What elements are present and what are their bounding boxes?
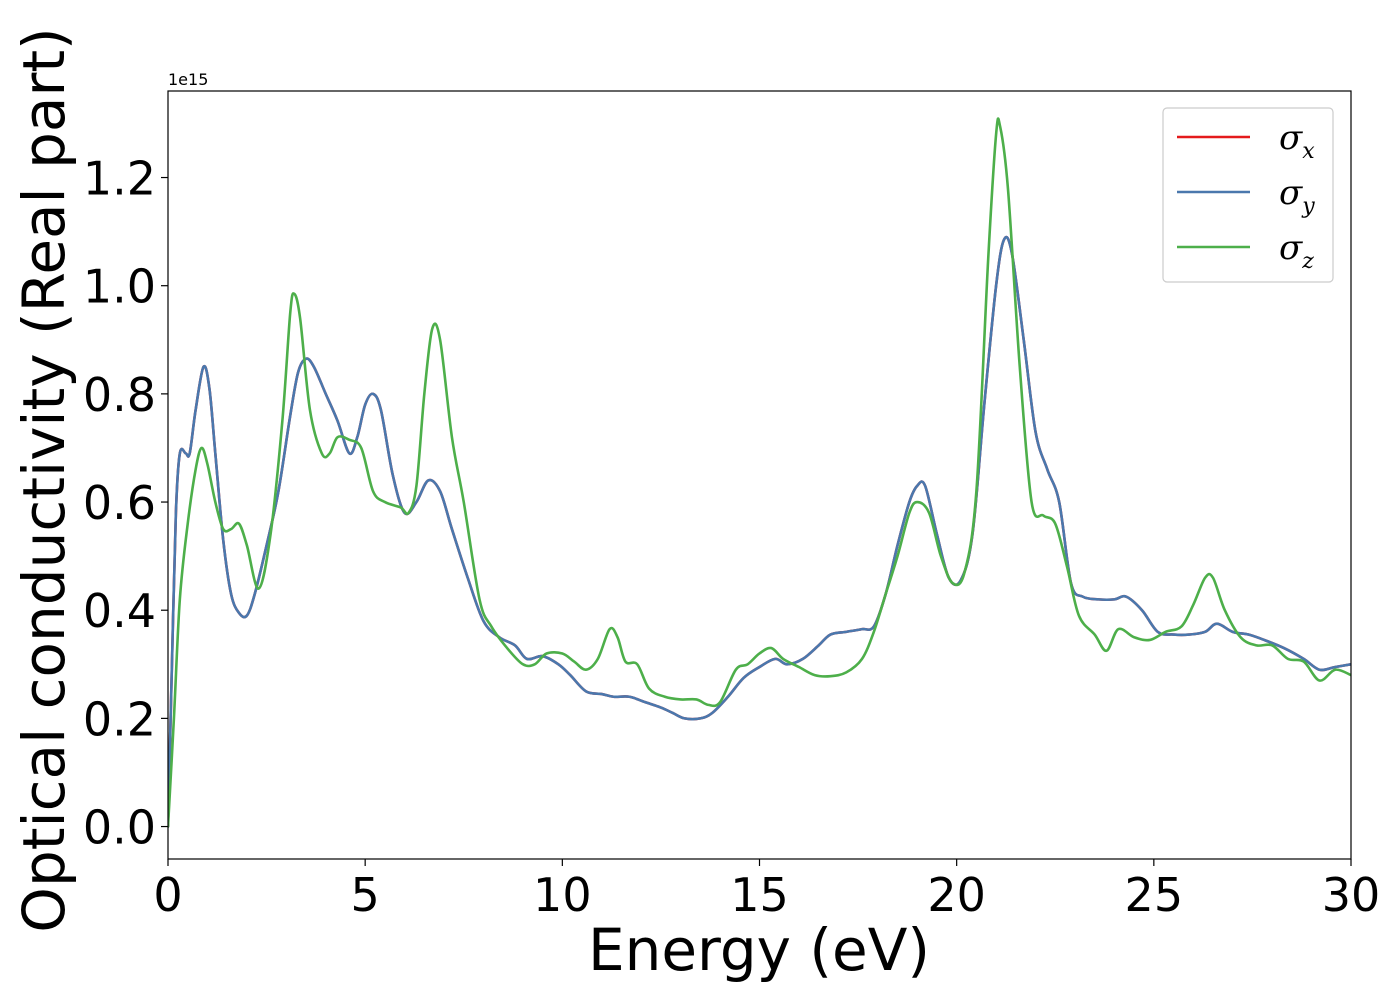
y-axis-label: Optical conductivity (Real part) (10, 27, 78, 932)
legend: σx σy σz (1162, 107, 1334, 283)
x-tick-label: 0 (153, 868, 182, 922)
series-layer (168, 117, 1351, 828)
y-tick-label: 1.0 (83, 260, 156, 314)
y-tick-label: 0.2 (83, 692, 156, 746)
y-scale-multiplier: 1e15 (168, 70, 208, 89)
legend-label-x: σx (1279, 118, 1315, 164)
x-tick-label: 10 (533, 868, 592, 922)
legend-entries: σx σy σz (1177, 118, 1315, 274)
x-tick-label: 25 (1125, 868, 1184, 922)
x-axis-label: Energy (eV) (588, 916, 930, 984)
x-tick-label: 5 (351, 868, 380, 922)
y-tick-label: 0.8 (83, 368, 156, 422)
x-tick-label: 15 (730, 868, 789, 922)
legend-label-y: σy (1279, 173, 1315, 219)
y-tick-label: 1.2 (83, 152, 156, 206)
y-tick-label: 0.0 (83, 801, 156, 855)
plot-frame (167, 90, 1352, 860)
legend-label-z: σz (1279, 228, 1314, 274)
x-tick-label: 30 (1322, 868, 1381, 922)
ticks-layer: 0 5 10 15 20 25 30 0.0 0.2 0.4 0.6 0.8 1.0 1.2 (83, 152, 1380, 922)
y-tick-label: 0.4 (83, 584, 156, 638)
x-tick-label: 20 (927, 868, 986, 922)
series-line-z (168, 117, 1351, 828)
legend-box (1162, 107, 1334, 283)
y-tick-label: 0.6 (83, 476, 156, 530)
